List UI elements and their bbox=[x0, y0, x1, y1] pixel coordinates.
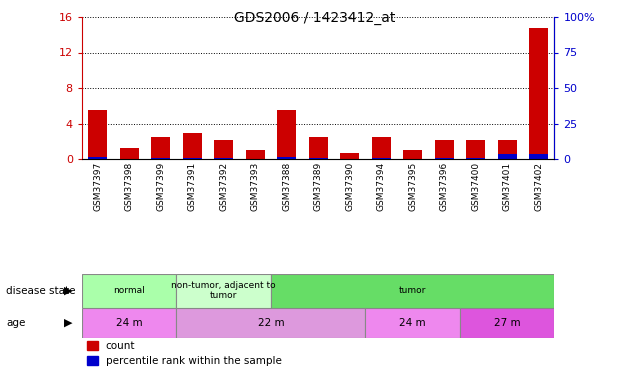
Bar bbox=[120, 148, 139, 159]
Text: 22 m: 22 m bbox=[258, 318, 284, 327]
Bar bbox=[82, 308, 176, 338]
Text: 24 m: 24 m bbox=[116, 318, 142, 327]
Text: age: age bbox=[6, 318, 26, 327]
Text: 27 m: 27 m bbox=[494, 318, 520, 327]
Bar bbox=[271, 274, 554, 308]
Text: non-tumor, adjacent to
tumor: non-tumor, adjacent to tumor bbox=[171, 281, 276, 300]
Bar bbox=[365, 308, 460, 338]
Bar bbox=[309, 158, 328, 159]
Bar bbox=[277, 157, 296, 159]
Text: GDS2006 / 1423412_at: GDS2006 / 1423412_at bbox=[234, 11, 396, 25]
Bar bbox=[460, 308, 554, 338]
Bar bbox=[277, 110, 296, 159]
Bar bbox=[151, 158, 170, 159]
Text: disease state: disease state bbox=[6, 286, 76, 296]
Bar bbox=[183, 158, 202, 159]
Bar bbox=[246, 150, 265, 159]
Legend: count, percentile rank within the sample: count, percentile rank within the sample bbox=[87, 341, 282, 366]
Bar bbox=[88, 110, 107, 159]
Bar bbox=[372, 137, 391, 159]
Text: normal: normal bbox=[113, 286, 145, 295]
Bar bbox=[435, 140, 454, 159]
Text: tumor: tumor bbox=[399, 286, 427, 295]
Bar bbox=[372, 158, 391, 159]
Bar bbox=[151, 137, 170, 159]
Bar bbox=[466, 158, 485, 159]
Bar bbox=[340, 153, 359, 159]
Bar bbox=[403, 150, 422, 159]
Text: ▶: ▶ bbox=[64, 286, 72, 296]
Bar bbox=[498, 154, 517, 159]
Bar bbox=[214, 158, 233, 159]
Text: ▶: ▶ bbox=[64, 318, 72, 327]
Bar bbox=[176, 274, 271, 308]
Bar bbox=[529, 154, 548, 159]
Bar bbox=[466, 140, 485, 159]
Bar bbox=[435, 158, 454, 159]
Bar bbox=[183, 133, 202, 159]
Bar bbox=[82, 274, 176, 308]
Text: 24 m: 24 m bbox=[399, 318, 426, 327]
Bar bbox=[214, 140, 233, 159]
Bar bbox=[88, 157, 107, 159]
Bar bbox=[498, 140, 517, 159]
Bar bbox=[176, 308, 365, 338]
Bar bbox=[309, 137, 328, 159]
Bar bbox=[529, 28, 548, 159]
